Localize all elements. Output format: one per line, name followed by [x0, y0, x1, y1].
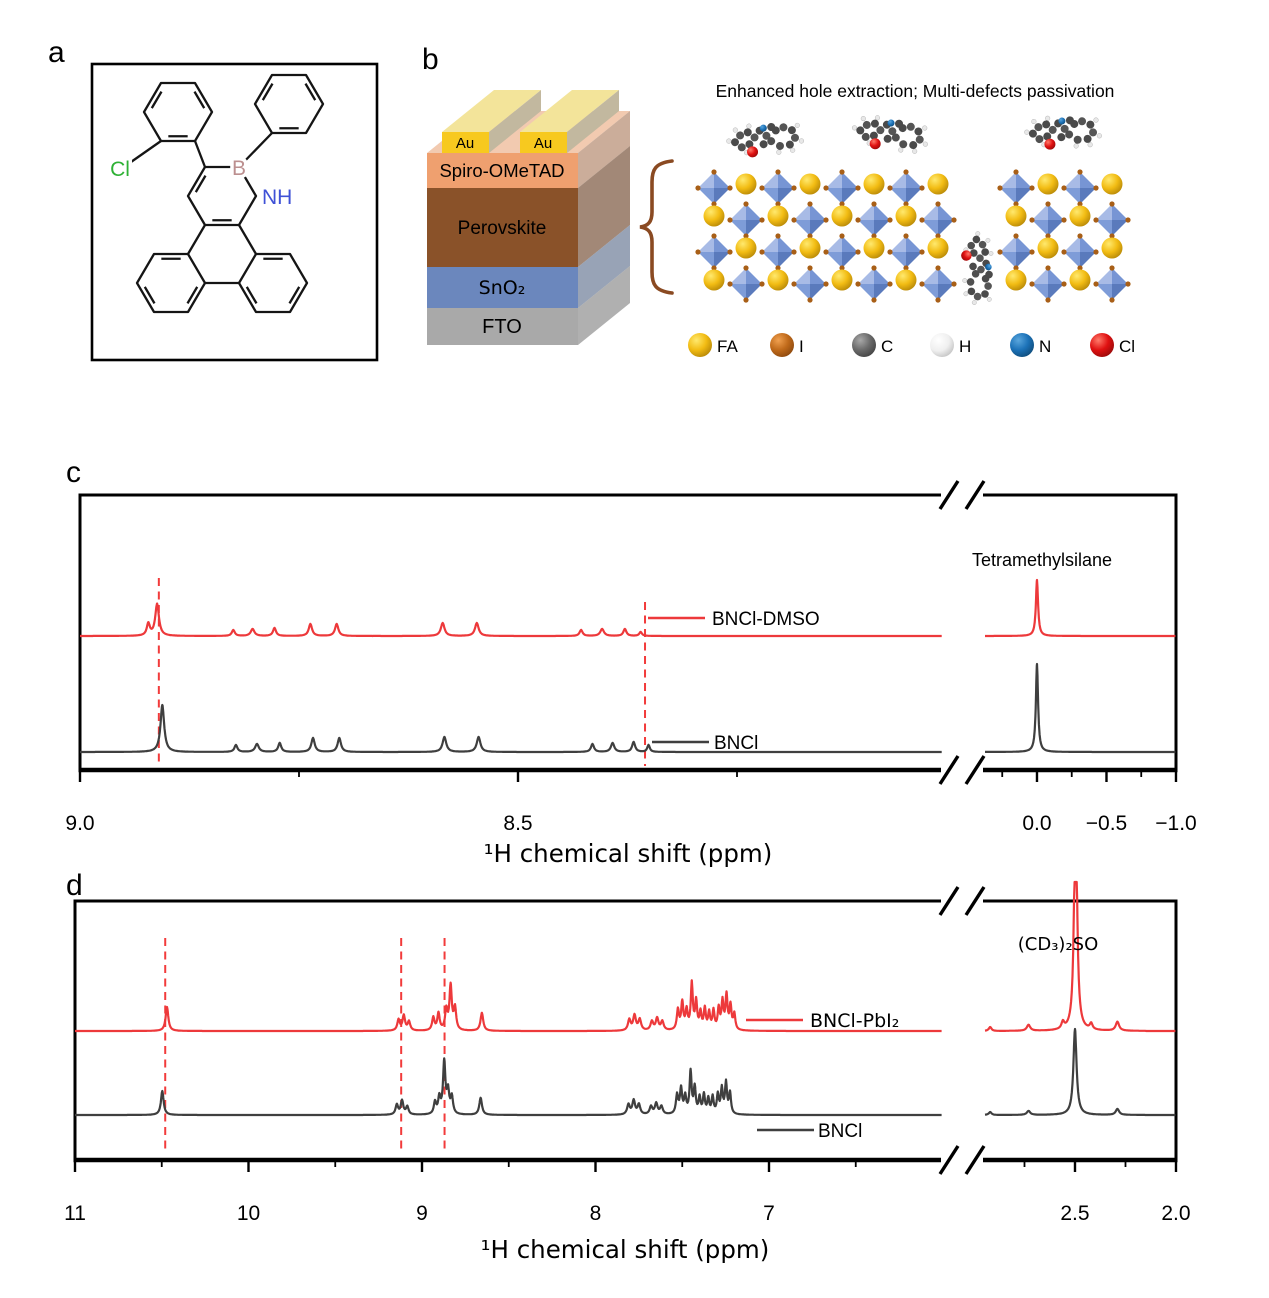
sno2-side: [578, 225, 630, 308]
x-axis-title-d: ¹H chemical shift (ppm): [481, 1235, 770, 1264]
perovskite-side: [578, 146, 630, 267]
fto-side: [578, 266, 630, 345]
x-tick-label: −0.5: [1086, 812, 1127, 835]
series-label: BNCl: [714, 733, 758, 754]
spiro-label: Spiro-OMeTAD: [439, 160, 564, 181]
device-stack: Au Au Spiro-OMeTAD Perovskite SnO₂ FTO: [427, 90, 630, 345]
au-left-label: Au: [456, 135, 474, 152]
cl-sphere-icon: [1090, 333, 1114, 357]
legend-item-h: H: [930, 333, 971, 357]
perovskite-label: Perovskite: [458, 218, 547, 239]
legend-item-c: C: [852, 333, 893, 357]
side-shade: [578, 111, 630, 345]
series-label: BNCl-PbI₂: [810, 1010, 899, 1032]
x-tick-label: 11: [64, 1202, 86, 1225]
panel-c-letter: c: [66, 456, 81, 489]
x-tick-label: 7: [763, 1202, 775, 1225]
panel-b-title: Enhanced hole extraction; Multi-defects …: [716, 81, 1115, 101]
fa-sphere-icon: [688, 333, 712, 357]
legend-item-cl: Cl: [1090, 333, 1135, 357]
panel-a-letter: a: [48, 36, 65, 69]
nh-atom-label: NH: [262, 186, 292, 209]
panel-d-letter: d: [66, 869, 83, 902]
bncl-structure: [130, 73, 325, 314]
legend-label-n: N: [1039, 337, 1051, 356]
structure-box: [90, 62, 379, 362]
solvent-annotation: (CD₃)₂SO: [1018, 934, 1099, 955]
spiro-front: [427, 153, 578, 188]
axis-break-slash-icon: [964, 755, 986, 785]
solvent-annotation: Tetramethylsilane: [972, 550, 1112, 570]
axis-break-slash-icon: [964, 480, 986, 510]
x-tick-label: 0.0: [1022, 812, 1051, 835]
sno2-front: [427, 267, 578, 308]
legend-label-fa: FA: [717, 337, 738, 356]
x-tick-label: 10: [237, 1202, 260, 1225]
axis-break-slash-icon: [938, 480, 960, 510]
panel-d-nmr: d 11 10 9 8 7 2.5 2.0 BNCl-PbI₂ BNCl (CD₃)₂SO ¹H …: [64, 869, 1190, 1264]
i-sphere-icon: [770, 333, 794, 357]
perovskite-lattice: [695, 169, 1131, 303]
series-label: BNCl: [818, 1121, 862, 1142]
legend-label-c: C: [881, 337, 893, 356]
molecule-on-surface-3: [1022, 110, 1104, 154]
panel-a: a Cl B NH: [48, 36, 379, 362]
sno2-label: SnO₂: [479, 277, 526, 299]
legend-label-h: H: [959, 337, 971, 356]
nmr-chart-d: 11 10 9 8 7 2.5 2.0 BNCl-PbI₂ BNCl (CD₃)₂SO: [64, 880, 1191, 1225]
au-electrode-left: [442, 90, 541, 153]
axis-break-gap: [941, 491, 983, 499]
molecule-on-surface-1: [724, 116, 806, 162]
legend-label-i: I: [799, 337, 804, 356]
x-tick-label: 9.0: [65, 812, 94, 835]
axis-break-slash-icon: [964, 1145, 986, 1175]
axis-break-gap: [941, 766, 983, 774]
nmr-trace-BNCl: [79, 662, 1176, 754]
perovskite-front: [427, 188, 578, 267]
atom-legend: FA I C H N Cl: [688, 333, 1135, 357]
molecule-at-grain-boundary: [957, 229, 998, 307]
x-tick-label: −1.0: [1155, 812, 1196, 835]
legend-item-fa: FA: [688, 333, 738, 357]
spiro-side: [578, 111, 630, 188]
axis-break-slash-icon: [964, 886, 986, 916]
x-tick-label: 8.5: [503, 812, 532, 835]
legend-label-cl: Cl: [1119, 337, 1135, 356]
axis-break-slash-icon: [938, 1145, 960, 1175]
series-label: BNCl-DMSO: [712, 609, 820, 630]
legend-item-n: N: [1010, 333, 1051, 357]
brace-icon: [639, 159, 674, 295]
n-sphere-icon: [1010, 333, 1034, 357]
panel-b-letter: b: [422, 43, 439, 76]
panel-b: b Enhanced hole extraction; Multi-defect…: [422, 43, 1135, 357]
c-sphere-icon: [852, 333, 876, 357]
panel-c-nmr: c 9.0 8.5 0.0 −0.5 −1.0 BNCl-DMSO BNCl Tetramet…: [65, 456, 1196, 868]
au-right-label: Au: [534, 135, 552, 152]
legend-item-i: I: [770, 333, 804, 357]
axis-break-gap: [941, 1156, 983, 1164]
nmr-trace-BNCl-DMSO: [79, 578, 1176, 638]
axis-break-gap: [941, 897, 983, 905]
chlorine-atom-label: Cl: [110, 158, 130, 181]
x-axis-title-c: ¹H chemical shift (ppm): [484, 839, 773, 868]
x-tick-label: 2.0: [1161, 1202, 1190, 1225]
h-sphere-icon: [930, 333, 954, 357]
axis-break-slash-icon: [938, 755, 960, 785]
plot-frame: [78, 493, 1178, 770]
molecule-on-surface-2: [849, 112, 931, 156]
nmr-chart-c: 9.0 8.5 0.0 −0.5 −1.0 BNCl-DMSO BNCl Tetramethy…: [65, 480, 1197, 835]
nmr-trace-BNCl: [74, 1027, 1176, 1117]
x-tick-label: 8: [590, 1202, 602, 1225]
fto-front: [427, 308, 578, 345]
x-tick-label: 9: [416, 1202, 428, 1225]
axis-break-slash-icon: [938, 886, 960, 916]
boron-atom-label: B: [232, 157, 246, 180]
x-tick-label: 2.5: [1060, 1202, 1089, 1225]
nmr-trace-BNCl-PbI₂: [74, 880, 1176, 1033]
fto-label: FTO: [482, 316, 522, 338]
au-electrode-right: [520, 90, 619, 153]
